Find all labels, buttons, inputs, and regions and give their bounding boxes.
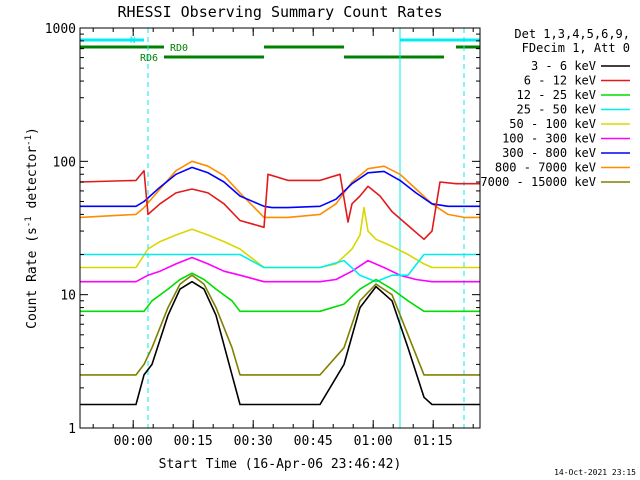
x-tick-label: 00:30 bbox=[234, 434, 273, 449]
state-flags: N RD0 RD6 bbox=[80, 36, 480, 64]
legend-header: Det 1,3,4,5,6,9, bbox=[514, 27, 630, 41]
series-line bbox=[79, 169, 480, 241]
x-tick-label: 00:15 bbox=[174, 434, 213, 449]
legend-label: 300 - 800 keV bbox=[502, 146, 596, 160]
x-tick-label: 01:00 bbox=[354, 434, 393, 449]
y-axis-ticks: 1 10 100 1000 bbox=[45, 22, 480, 437]
y-axis-label-part: Count Rate (s bbox=[25, 227, 40, 329]
plot-frame bbox=[79, 27, 481, 429]
y-axis-label-sup: -1 bbox=[24, 135, 34, 146]
legend-label: 800 - 7000 keV bbox=[495, 161, 596, 175]
x-tick-label: 00:45 bbox=[294, 434, 333, 449]
flag-label-rd0: RD0 bbox=[170, 43, 188, 54]
series-line bbox=[80, 272, 480, 313]
y-tick-label: 1000 bbox=[45, 22, 76, 37]
y-axis-label-part: detector bbox=[25, 146, 40, 217]
x-axis-label: Start Time (16-Apr-06 23:46:42) bbox=[159, 457, 402, 472]
legend-label: 25 - 50 keV bbox=[517, 103, 596, 117]
legend-label: 7000 - 15000 keV bbox=[480, 175, 596, 189]
legend-header: FDecim 1, Att 0 bbox=[522, 41, 630, 55]
legend-label: 100 - 300 keV bbox=[502, 132, 596, 146]
series-line bbox=[80, 280, 480, 406]
flag-label-rd6: RD6 bbox=[140, 53, 158, 64]
x-axis-ticks: 00:00 00:15 00:30 00:45 01:00 01:15 bbox=[92, 28, 474, 449]
boundary-lines bbox=[147, 28, 465, 428]
y-axis-label-part: ) bbox=[25, 127, 40, 135]
y-tick-label: 1 bbox=[68, 422, 76, 437]
legend-label: 3 - 6 keV bbox=[531, 59, 596, 73]
y-axis-label: Count Rate (s-1 detector-1) bbox=[24, 127, 40, 329]
flag-label-n: N bbox=[130, 36, 135, 46]
legend-label: 50 - 100 keV bbox=[509, 117, 596, 131]
x-tick-label: 01:15 bbox=[414, 434, 453, 449]
series-lines bbox=[79, 160, 480, 406]
y-axis-label-sup: -1 bbox=[24, 216, 34, 227]
y-tick-label: 10 bbox=[60, 289, 76, 304]
y-tick-label: 100 bbox=[53, 155, 76, 170]
generated-timestamp: 14-Oct-2021 23:15 bbox=[554, 468, 636, 477]
legend-label: 6 - 12 keV bbox=[524, 74, 596, 88]
series-line bbox=[80, 256, 480, 283]
x-tick-label: 00:00 bbox=[114, 434, 153, 449]
chart-title: RHESSI Observing Summary Count Rates bbox=[117, 3, 442, 21]
legend: Det 1,3,4,5,6,9, FDecim 1, Att 0 3 - 6 k… bbox=[480, 27, 630, 189]
series-line bbox=[80, 253, 480, 283]
series-line bbox=[80, 166, 480, 209]
series-line bbox=[79, 160, 480, 219]
series-line bbox=[80, 274, 480, 376]
legend-label: 12 - 25 keV bbox=[517, 88, 596, 102]
